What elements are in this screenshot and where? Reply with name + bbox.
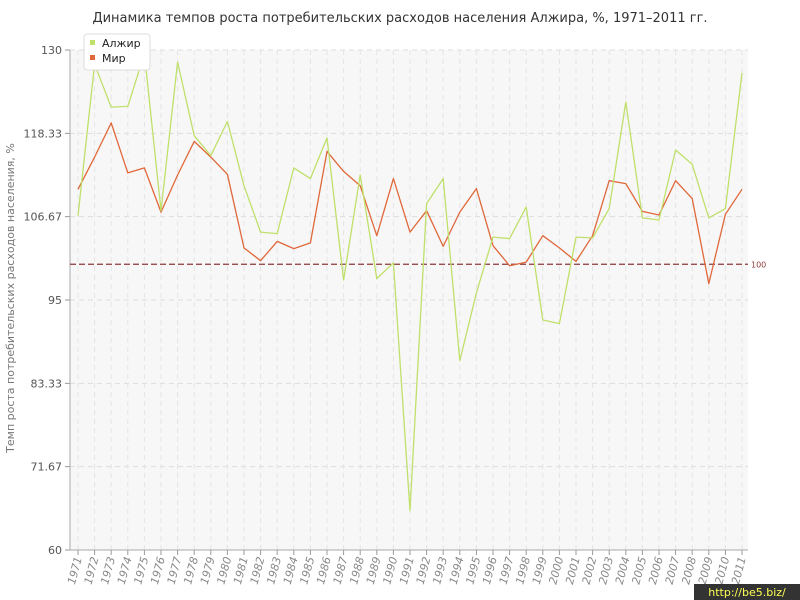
legend-label-world: Мир xyxy=(102,52,126,65)
y-axis: 130 118.33 106.67 95 83.33 71.67 60 xyxy=(24,44,71,557)
x-tick-label: 2011 xyxy=(729,555,749,585)
legend-swatch-algeria xyxy=(90,40,95,45)
y-tick-label: 130 xyxy=(41,44,62,57)
reference-line: 100 xyxy=(70,260,766,269)
y-tick-label: 83.33 xyxy=(31,377,63,390)
watermark-text: http://be5.biz/ xyxy=(708,586,786,599)
x-axis: 1971197219731974197519761977197819791980… xyxy=(65,549,749,586)
series-lines xyxy=(77,52,743,512)
chart-title: Динамика темпов роста потребительских ра… xyxy=(92,11,707,26)
series-line-algeria xyxy=(77,52,743,512)
y-tick-label: 95 xyxy=(48,294,62,307)
legend[interactable]: Алжир Мир xyxy=(83,33,151,71)
legend-box xyxy=(83,33,151,71)
y-tick-label: 106.67 xyxy=(24,211,63,224)
watermark: http://be5.biz/ xyxy=(694,584,800,600)
series-line-world xyxy=(77,122,743,285)
y-tick-label: 118.33 xyxy=(24,127,63,140)
legend-label-algeria: Алжир xyxy=(102,37,141,50)
reference-line-label: 100 xyxy=(751,260,766,269)
legend-swatch-world xyxy=(90,55,95,60)
y-tick-label: 60 xyxy=(48,544,62,557)
y-tick-label: 71.67 xyxy=(31,461,63,474)
y-axis-label: Темп роста потребительских расходов насе… xyxy=(4,143,17,454)
